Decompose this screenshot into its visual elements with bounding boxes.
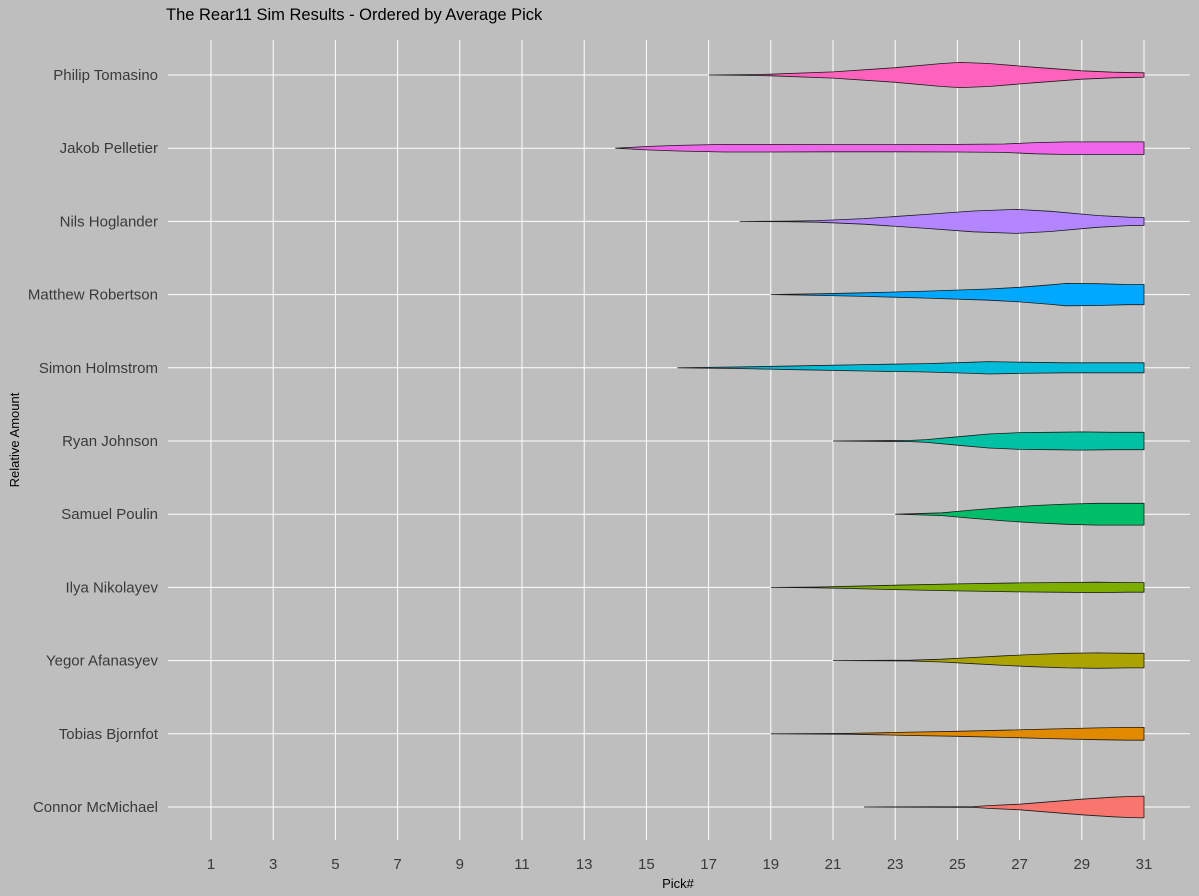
player-label: Ryan Johnson bbox=[62, 433, 158, 450]
x-tick-label: 1 bbox=[207, 856, 215, 873]
player-label: Simon Holmstrom bbox=[39, 360, 158, 377]
violin-matthew-robertson bbox=[770, 282, 1145, 307]
x-tick-label: 7 bbox=[393, 856, 401, 873]
player-label: Ilya Nikolayev bbox=[65, 579, 158, 596]
player-label: Nils Hoglander bbox=[60, 213, 158, 230]
violin-ryan-johnson bbox=[832, 431, 1145, 451]
x-tick-label: 25 bbox=[949, 856, 966, 873]
violin-simon-holmstrom bbox=[677, 361, 1145, 375]
x-tick-label: 15 bbox=[638, 856, 655, 873]
violin-philip-tomasino bbox=[708, 61, 1145, 89]
violin-tobias-bjornfot bbox=[770, 727, 1145, 741]
x-tick-label: 31 bbox=[1136, 856, 1153, 873]
x-tick-label: 19 bbox=[762, 856, 779, 873]
x-tick-label: 17 bbox=[700, 856, 717, 873]
player-label: Matthew Robertson bbox=[28, 287, 158, 304]
violin-connor-mcmichael bbox=[864, 795, 1145, 819]
x-tick-label: 27 bbox=[1011, 856, 1028, 873]
x-tick-label: 23 bbox=[887, 856, 904, 873]
x-tick-labels: 1 3 5 7 9 11 13 15 17 19 21 23 25 27 29 31 bbox=[207, 856, 1153, 873]
x-axis-title: Pick# bbox=[662, 876, 695, 891]
player-label: Tobias Bjornfot bbox=[59, 726, 159, 743]
x-tick-label: 21 bbox=[825, 856, 842, 873]
player-label: Connor McMichael bbox=[33, 799, 158, 816]
violin-yegor-afanasyev bbox=[832, 652, 1145, 669]
y-axis-title: Relative Amount bbox=[7, 392, 22, 487]
violin-samuel-poulin bbox=[895, 502, 1145, 526]
x-tick-label: 5 bbox=[331, 856, 339, 873]
violins bbox=[615, 61, 1145, 819]
player-labels: Philip Tomasino Jakob Pelletier Nils Hogla… bbox=[28, 67, 159, 816]
player-label: Philip Tomasino bbox=[53, 67, 158, 84]
x-tick-label: 9 bbox=[456, 856, 464, 873]
violin-nils-hoglander bbox=[739, 208, 1145, 234]
player-label: Jakob Pelletier bbox=[60, 140, 158, 157]
chart-title: The Rear11 Sim Results - Ordered by Aver… bbox=[166, 6, 543, 24]
x-tick-label: 13 bbox=[576, 856, 593, 873]
violin-ilya-nikolayev bbox=[770, 581, 1145, 594]
player-label: Samuel Poulin bbox=[61, 506, 158, 523]
x-tick-label: 29 bbox=[1073, 856, 1090, 873]
x-tick-label: 11 bbox=[514, 856, 530, 873]
violin-jakob-pelletier bbox=[615, 141, 1145, 155]
x-tick-label: 3 bbox=[269, 856, 277, 873]
player-label: Yegor Afanasyev bbox=[46, 653, 159, 670]
